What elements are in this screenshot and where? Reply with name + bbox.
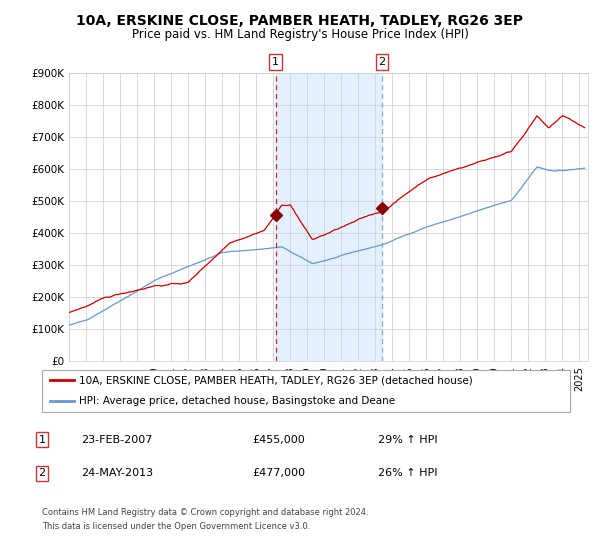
Bar bbox=[275, 73, 382, 361]
Text: 1: 1 bbox=[38, 435, 46, 445]
Text: 23-FEB-2007: 23-FEB-2007 bbox=[81, 435, 152, 445]
Text: 29% ↑ HPI: 29% ↑ HPI bbox=[378, 435, 437, 445]
Text: 10A, ERSKINE CLOSE, PAMBER HEATH, TADLEY, RG26 3EP (detached house): 10A, ERSKINE CLOSE, PAMBER HEATH, TADLEY… bbox=[79, 375, 473, 385]
Text: 26% ↑ HPI: 26% ↑ HPI bbox=[378, 468, 437, 478]
Text: Contains HM Land Registry data © Crown copyright and database right 2024.: Contains HM Land Registry data © Crown c… bbox=[42, 508, 368, 517]
Text: HPI: Average price, detached house, Basingstoke and Deane: HPI: Average price, detached house, Basi… bbox=[79, 396, 395, 406]
Text: 2: 2 bbox=[379, 57, 385, 67]
Text: £477,000: £477,000 bbox=[252, 468, 305, 478]
Text: 2: 2 bbox=[38, 468, 46, 478]
Text: £455,000: £455,000 bbox=[252, 435, 305, 445]
Text: 24-MAY-2013: 24-MAY-2013 bbox=[81, 468, 153, 478]
Text: Price paid vs. HM Land Registry's House Price Index (HPI): Price paid vs. HM Land Registry's House … bbox=[131, 28, 469, 41]
Text: 1: 1 bbox=[272, 57, 279, 67]
Text: 10A, ERSKINE CLOSE, PAMBER HEATH, TADLEY, RG26 3EP: 10A, ERSKINE CLOSE, PAMBER HEATH, TADLEY… bbox=[77, 14, 523, 28]
FancyBboxPatch shape bbox=[42, 370, 570, 412]
Text: This data is licensed under the Open Government Licence v3.0.: This data is licensed under the Open Gov… bbox=[42, 522, 310, 531]
